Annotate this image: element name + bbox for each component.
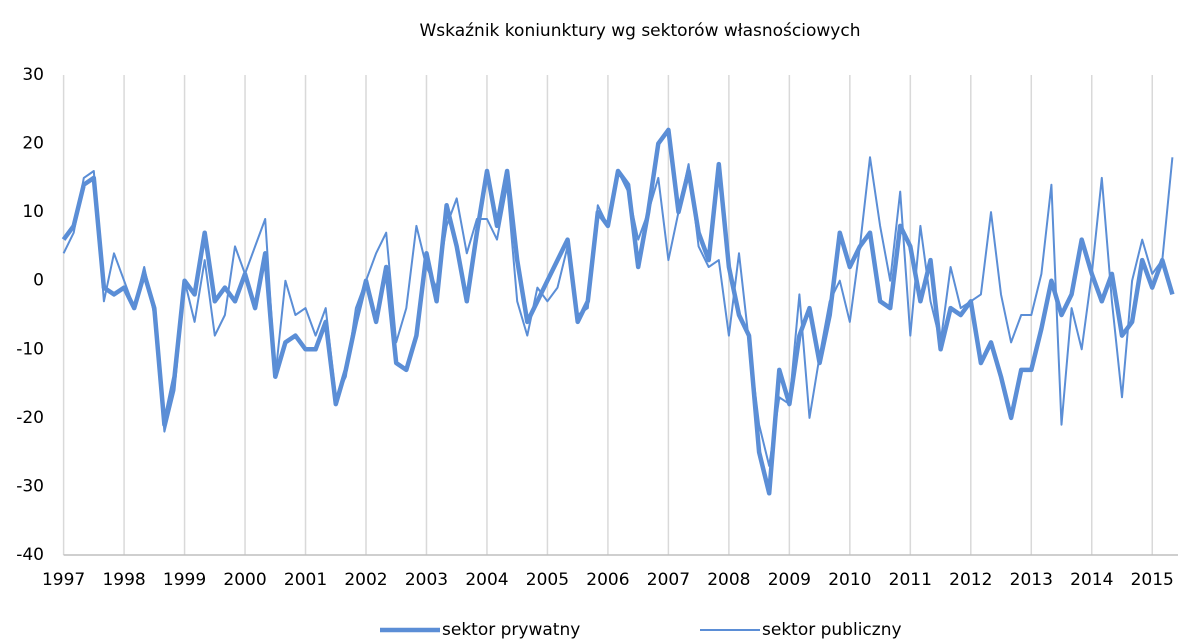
x-tick-label: 2009 — [768, 570, 811, 590]
y-tick-label: 30 — [22, 65, 44, 85]
x-tick-label: 2002 — [344, 570, 387, 590]
x-tick-label: 2001 — [284, 570, 327, 590]
x-tick-label: 2013 — [1010, 570, 1053, 590]
y-tick-label: 0 — [33, 271, 44, 291]
x-tick-label: 2015 — [1131, 570, 1174, 590]
y-tick-label: 20 — [22, 134, 44, 154]
x-tick-label: 2006 — [586, 570, 629, 590]
x-tick-label: 2008 — [707, 570, 750, 590]
y-tick-label: -40 — [16, 545, 44, 565]
x-tick-label: 1999 — [163, 570, 206, 590]
x-tick-label: 1997 — [42, 570, 85, 590]
series-line — [62, 156, 1174, 467]
legend-label: sektor prywatny — [442, 620, 580, 640]
x-tick-label: 2007 — [647, 570, 690, 590]
x-tick-label: 2010 — [828, 570, 871, 590]
series-line — [61, 127, 1175, 496]
x-tick-label: 2005 — [526, 570, 569, 590]
x-tick-label: 2000 — [223, 570, 266, 590]
x-tick-label: 2004 — [465, 570, 508, 590]
x-tick-label: 2011 — [889, 570, 932, 590]
y-tick-label: -30 — [16, 476, 44, 496]
x-tick-label: 2014 — [1070, 570, 1113, 590]
y-tick-label: 10 — [22, 202, 44, 222]
x-tick-label: 2012 — [949, 570, 992, 590]
legend-label: sektor publiczny — [762, 620, 902, 640]
y-tick-label: -10 — [16, 339, 44, 359]
x-tick-label: 2003 — [405, 570, 448, 590]
chart-title: Wskaźnik koniunktury wg sektorów własnoś… — [420, 21, 861, 41]
y-tick-label: -20 — [16, 408, 44, 428]
x-tick-label: 1998 — [102, 570, 145, 590]
